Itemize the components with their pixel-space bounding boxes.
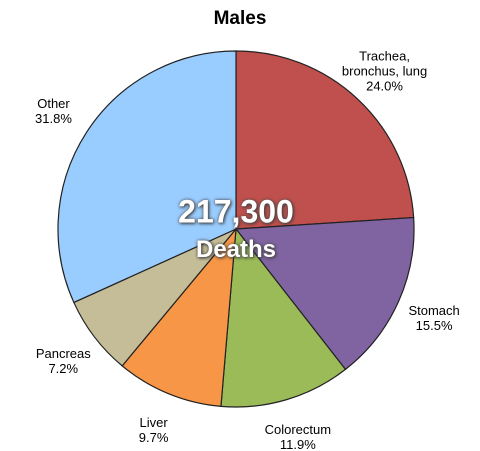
slice-label: Liver 9.7% — [99, 415, 209, 445]
slice-value: 31.8% — [35, 111, 72, 127]
slice-name: Liver — [139, 414, 168, 430]
slice-value: 15.5% — [415, 317, 453, 333]
slice-label: Other 31.8% — [0, 96, 108, 126]
slice-name: Trachea, bronchus, lung — [341, 48, 428, 79]
slice-label: Stomach 15.5% — [379, 303, 480, 333]
pie-slice — [220, 227, 347, 408]
pie-slice — [121, 227, 237, 408]
pie-slice — [235, 50, 415, 230]
slice-label: Trachea, bronchus, lung 24.0% — [330, 48, 440, 93]
pie-slice — [57, 50, 237, 304]
slice-name: Other — [37, 96, 70, 112]
slice-value: 9.7% — [138, 429, 169, 445]
slice-name: Colorectum — [264, 422, 332, 438]
chart-title: Males — [213, 8, 267, 29]
pie-slice — [234, 216, 415, 371]
slice-name: Stomach — [408, 302, 460, 318]
slice-name: Pancreas — [35, 345, 91, 361]
slice-label: Colorectum 11.9% — [243, 422, 353, 451]
center-sublabel: Deaths — [195, 236, 277, 263]
center-label: 217,300 — [178, 193, 294, 230]
slice-value: 7.2% — [48, 360, 79, 376]
slice-value: 24.0% — [366, 78, 403, 94]
slice-label: Pancreas 7.2% — [8, 346, 118, 376]
slice-value: 11.9% — [279, 437, 316, 451]
